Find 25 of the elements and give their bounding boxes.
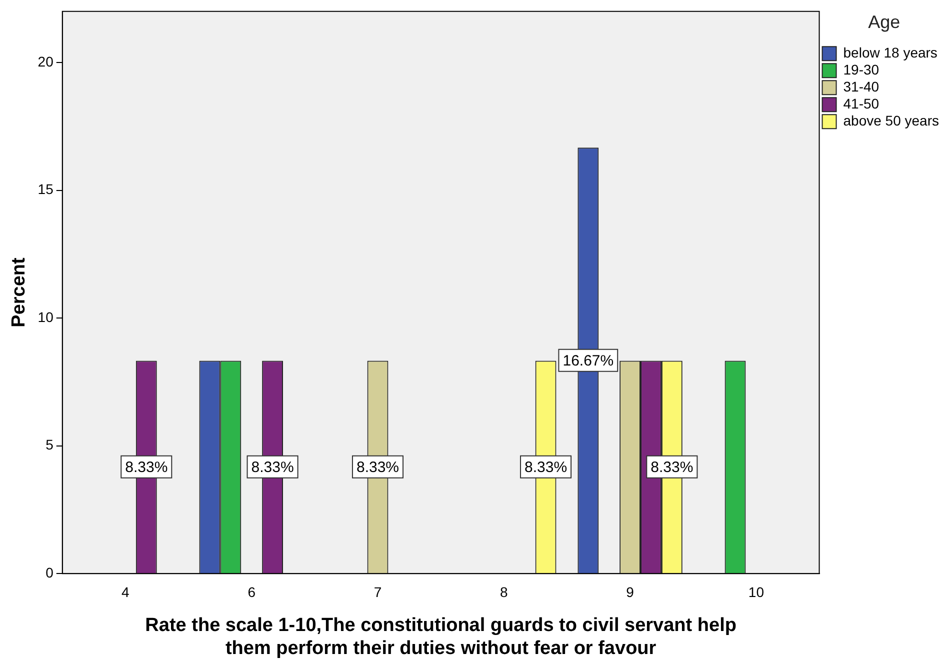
legend-label: below 18 years bbox=[843, 44, 938, 60]
data-label: 8.33% bbox=[125, 459, 168, 476]
legend-label: above 50 years bbox=[843, 112, 940, 128]
legend-title: Age bbox=[868, 12, 900, 32]
x-tick-label: 8 bbox=[500, 584, 508, 600]
x-tick-label: 7 bbox=[374, 584, 382, 600]
legend-label: 41-50 bbox=[843, 95, 880, 112]
data-label: 8.33% bbox=[524, 459, 568, 476]
x-axis-title: Rate the scale 1-10,The constitutional guards to civil servant help them perform their duties without fear or favour bbox=[145, 615, 736, 659]
x-tick-label: 6 bbox=[248, 584, 256, 600]
data-label: 8.33% bbox=[251, 459, 294, 476]
y-tick-label: 15 bbox=[38, 181, 54, 198]
y-tick-label: 20 bbox=[38, 53, 54, 70]
legend-label: 19-30 bbox=[843, 61, 880, 78]
y-tick-label: 10 bbox=[38, 308, 54, 325]
y-axis-title: Percent bbox=[8, 256, 30, 328]
data-label: 8.33% bbox=[356, 459, 400, 476]
y-tick-label: 0 bbox=[46, 564, 54, 580]
data-label: 8.33% bbox=[650, 459, 694, 476]
x-tick-label: 4 bbox=[122, 584, 130, 600]
legend-label: 31-40 bbox=[843, 78, 880, 94]
y-tick-label: 5 bbox=[46, 436, 54, 453]
x-tick-label: 10 bbox=[748, 584, 764, 600]
data-label: 16.67% bbox=[562, 352, 614, 370]
x-tick-label: 9 bbox=[626, 584, 634, 600]
